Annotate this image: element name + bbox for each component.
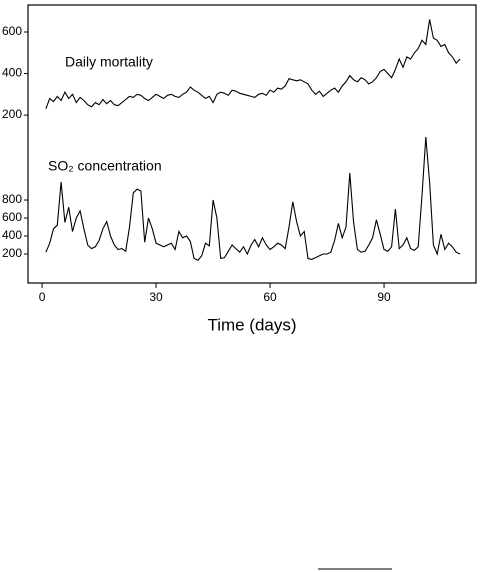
plot-frame (27, 4, 477, 284)
data-line (45, 19, 461, 109)
y-tick-label: 400 (2, 228, 22, 242)
y-tick-label: 600 (2, 24, 22, 38)
x-tick-label: 0 (39, 290, 46, 304)
y-tick-label: 400 (2, 66, 22, 80)
y-tick-label: 200 (2, 107, 22, 121)
x-tick-label: 60 (263, 290, 277, 304)
y-tick-label: 600 (2, 210, 22, 224)
data-line (45, 136, 461, 261)
series-title: SO₂ concentration (48, 158, 162, 174)
y-tick-label: 800 (2, 192, 22, 206)
series-title: Daily mortality (65, 54, 153, 70)
x-tick-label: 90 (377, 290, 391, 304)
y-tick-label: 200 (2, 246, 22, 260)
x-tick-label: 30 (149, 290, 163, 304)
x-axis-label: Time (days) (207, 315, 296, 334)
